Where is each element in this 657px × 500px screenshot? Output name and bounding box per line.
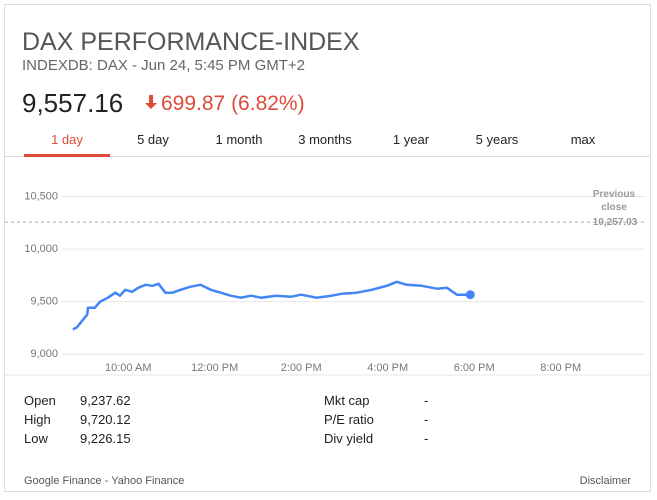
- tab[interactable]: 1 month: [215, 132, 263, 147]
- tab[interactable]: 5 day: [137, 132, 169, 147]
- stat-label: Mkt cap: [324, 393, 370, 408]
- stat-label: Div yield: [324, 431, 374, 446]
- stat-value: 9,720.12: [80, 412, 131, 427]
- x-tick-label: 2:00 PM: [281, 362, 322, 374]
- stat-label: P/E ratio: [324, 412, 374, 427]
- x-tick-label: 10:00 AM: [105, 362, 151, 374]
- previous-close-label: Previous close: [592, 189, 636, 213]
- y-tick-label: 9,000: [30, 348, 58, 360]
- stat-value: 9,237.62: [80, 393, 131, 408]
- change: 699.87 (6.82%): [161, 92, 305, 115]
- subtitle: INDEXDB: DAX - Jun 24, 5:45 PM GMT+2: [22, 57, 306, 74]
- tab-indicator: [24, 154, 110, 157]
- tab[interactable]: max: [570, 132, 596, 147]
- tab[interactable]: 3 months: [298, 132, 352, 147]
- down-arrow: [145, 95, 157, 109]
- disclaimer[interactable]: Disclaimer: [579, 475, 631, 487]
- y-tick-label: 10,500: [24, 190, 58, 202]
- card: [4, 4, 651, 492]
- source: Google Finance - Yahoo Finance: [24, 475, 185, 487]
- stat-value: -: [424, 412, 429, 427]
- stat-value: -: [424, 431, 429, 446]
- last-point: [465, 290, 475, 300]
- stat-value: 9,226.15: [80, 431, 131, 446]
- y-tick-label: 9,500: [30, 296, 58, 308]
- tab[interactable]: 1 day: [51, 132, 83, 147]
- x-tick-label: 8:00 PM: [540, 362, 581, 374]
- title: DAX PERFORMANCE-INDEX: [22, 28, 360, 56]
- stat-label: Low: [24, 431, 48, 446]
- price-line: [72, 280, 471, 331]
- stat-label: High: [24, 412, 51, 427]
- previous-close-value: 10,257.03: [592, 217, 638, 228]
- stat-value: -: [424, 393, 429, 408]
- tab[interactable]: 1 year: [392, 132, 430, 147]
- stat-label: Open: [24, 393, 56, 408]
- price: 9,557.16: [22, 88, 124, 118]
- tab-divider: [4, 156, 651, 157]
- tab[interactable]: 5 years: [475, 132, 519, 147]
- x-tick-label: 4:00 PM: [367, 362, 408, 374]
- x-tick-label: 6:00 PM: [454, 362, 495, 374]
- x-tick-label: 12:00 PM: [191, 362, 238, 374]
- y-tick-label: 10,000: [24, 243, 58, 255]
